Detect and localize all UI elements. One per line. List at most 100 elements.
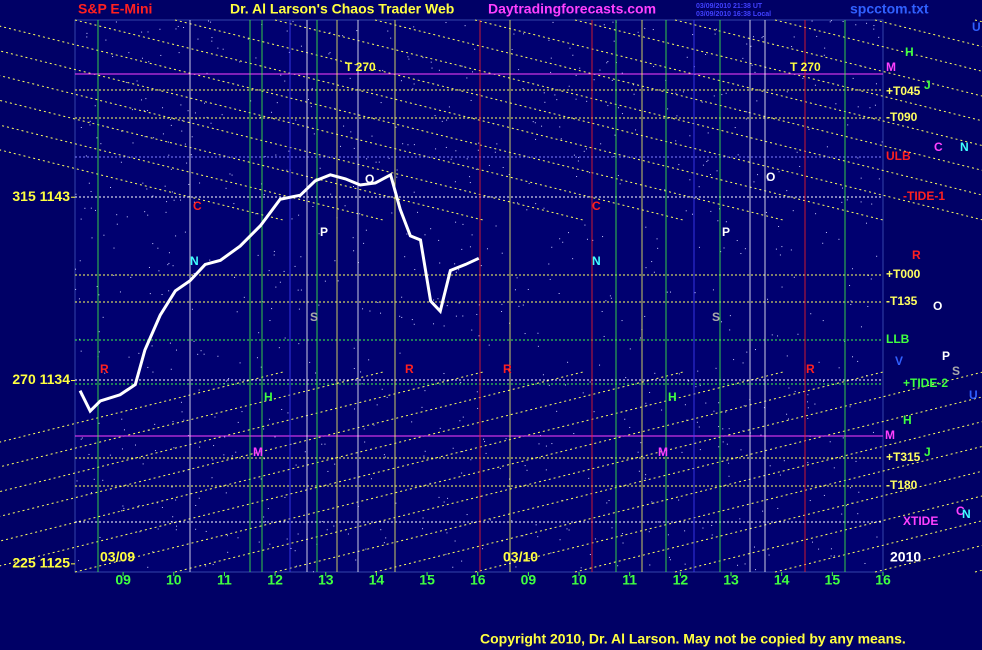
star [181,119,183,121]
x-tick-label: 15 [419,572,435,588]
annotation: C [193,199,202,213]
star [221,114,223,116]
star [470,99,472,101]
star [147,566,149,568]
star [296,565,298,567]
star [459,420,461,422]
star [160,54,162,56]
star [363,242,365,244]
symbol: S&P E-Mini [78,1,152,17]
star [537,345,539,347]
star [838,238,840,240]
star [86,32,88,34]
star [275,154,277,156]
star [387,30,389,32]
star [260,116,262,118]
annotation: R [100,362,109,376]
star [447,497,449,499]
star [211,477,213,479]
star [872,431,874,433]
star [298,214,300,216]
star [193,201,195,203]
star [744,248,746,250]
star [450,158,452,160]
star [709,174,711,176]
star [794,390,796,392]
star [812,541,814,543]
star [829,441,831,443]
star [422,517,424,519]
timestamp: 03/09/2010 21:38 UT [696,3,763,10]
level-label: C [956,504,965,518]
star [281,408,283,410]
star [676,115,678,117]
star [161,294,163,296]
star [537,536,539,538]
star [217,47,219,49]
star [300,289,302,291]
star [414,269,416,271]
star [705,402,707,404]
star [476,391,478,393]
annotation: P [722,225,730,239]
star [141,31,143,33]
star [235,451,237,453]
annotation: R [503,362,512,376]
star [763,407,765,409]
star [79,260,81,262]
star [585,148,587,150]
star [710,210,712,212]
star [151,345,153,347]
star [593,411,595,413]
star [181,411,183,413]
star [295,119,297,121]
star [484,441,486,443]
star [532,121,534,123]
star [649,564,651,566]
star [514,289,516,291]
star [433,299,435,301]
diagonal-line [0,50,684,221]
star [470,459,472,461]
star [233,203,235,205]
star [675,92,677,94]
star [167,141,169,143]
star [360,371,362,373]
star [169,342,171,344]
star [706,161,708,163]
star [698,246,700,248]
star [227,551,229,553]
star [508,485,510,487]
level-label: ULB [886,149,911,163]
star [263,428,265,430]
star [223,382,225,384]
star [126,216,128,218]
star [445,553,447,555]
star [705,53,707,55]
star [701,101,703,103]
star [455,271,457,273]
star [755,569,757,571]
star [725,221,727,223]
star [697,198,699,200]
star [86,36,88,38]
star [811,20,813,22]
diagonal-line [0,371,484,493]
star [395,126,397,128]
star [686,56,688,58]
star [550,57,552,59]
star [684,563,686,565]
star [799,165,801,167]
star [258,541,260,543]
star [206,72,208,74]
diagonal-line [374,421,982,573]
star [193,340,195,342]
star [93,478,95,480]
star [534,122,536,124]
star [501,540,503,542]
star [588,477,590,479]
star [206,116,208,118]
star [352,186,354,188]
star [147,31,149,33]
star [175,28,177,30]
